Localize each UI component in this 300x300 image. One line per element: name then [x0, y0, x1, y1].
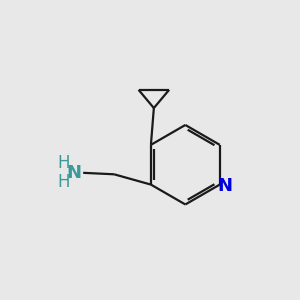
- Text: H: H: [57, 173, 69, 191]
- Text: N: N: [218, 177, 232, 195]
- Text: N: N: [66, 164, 81, 182]
- Text: H: H: [57, 154, 69, 172]
